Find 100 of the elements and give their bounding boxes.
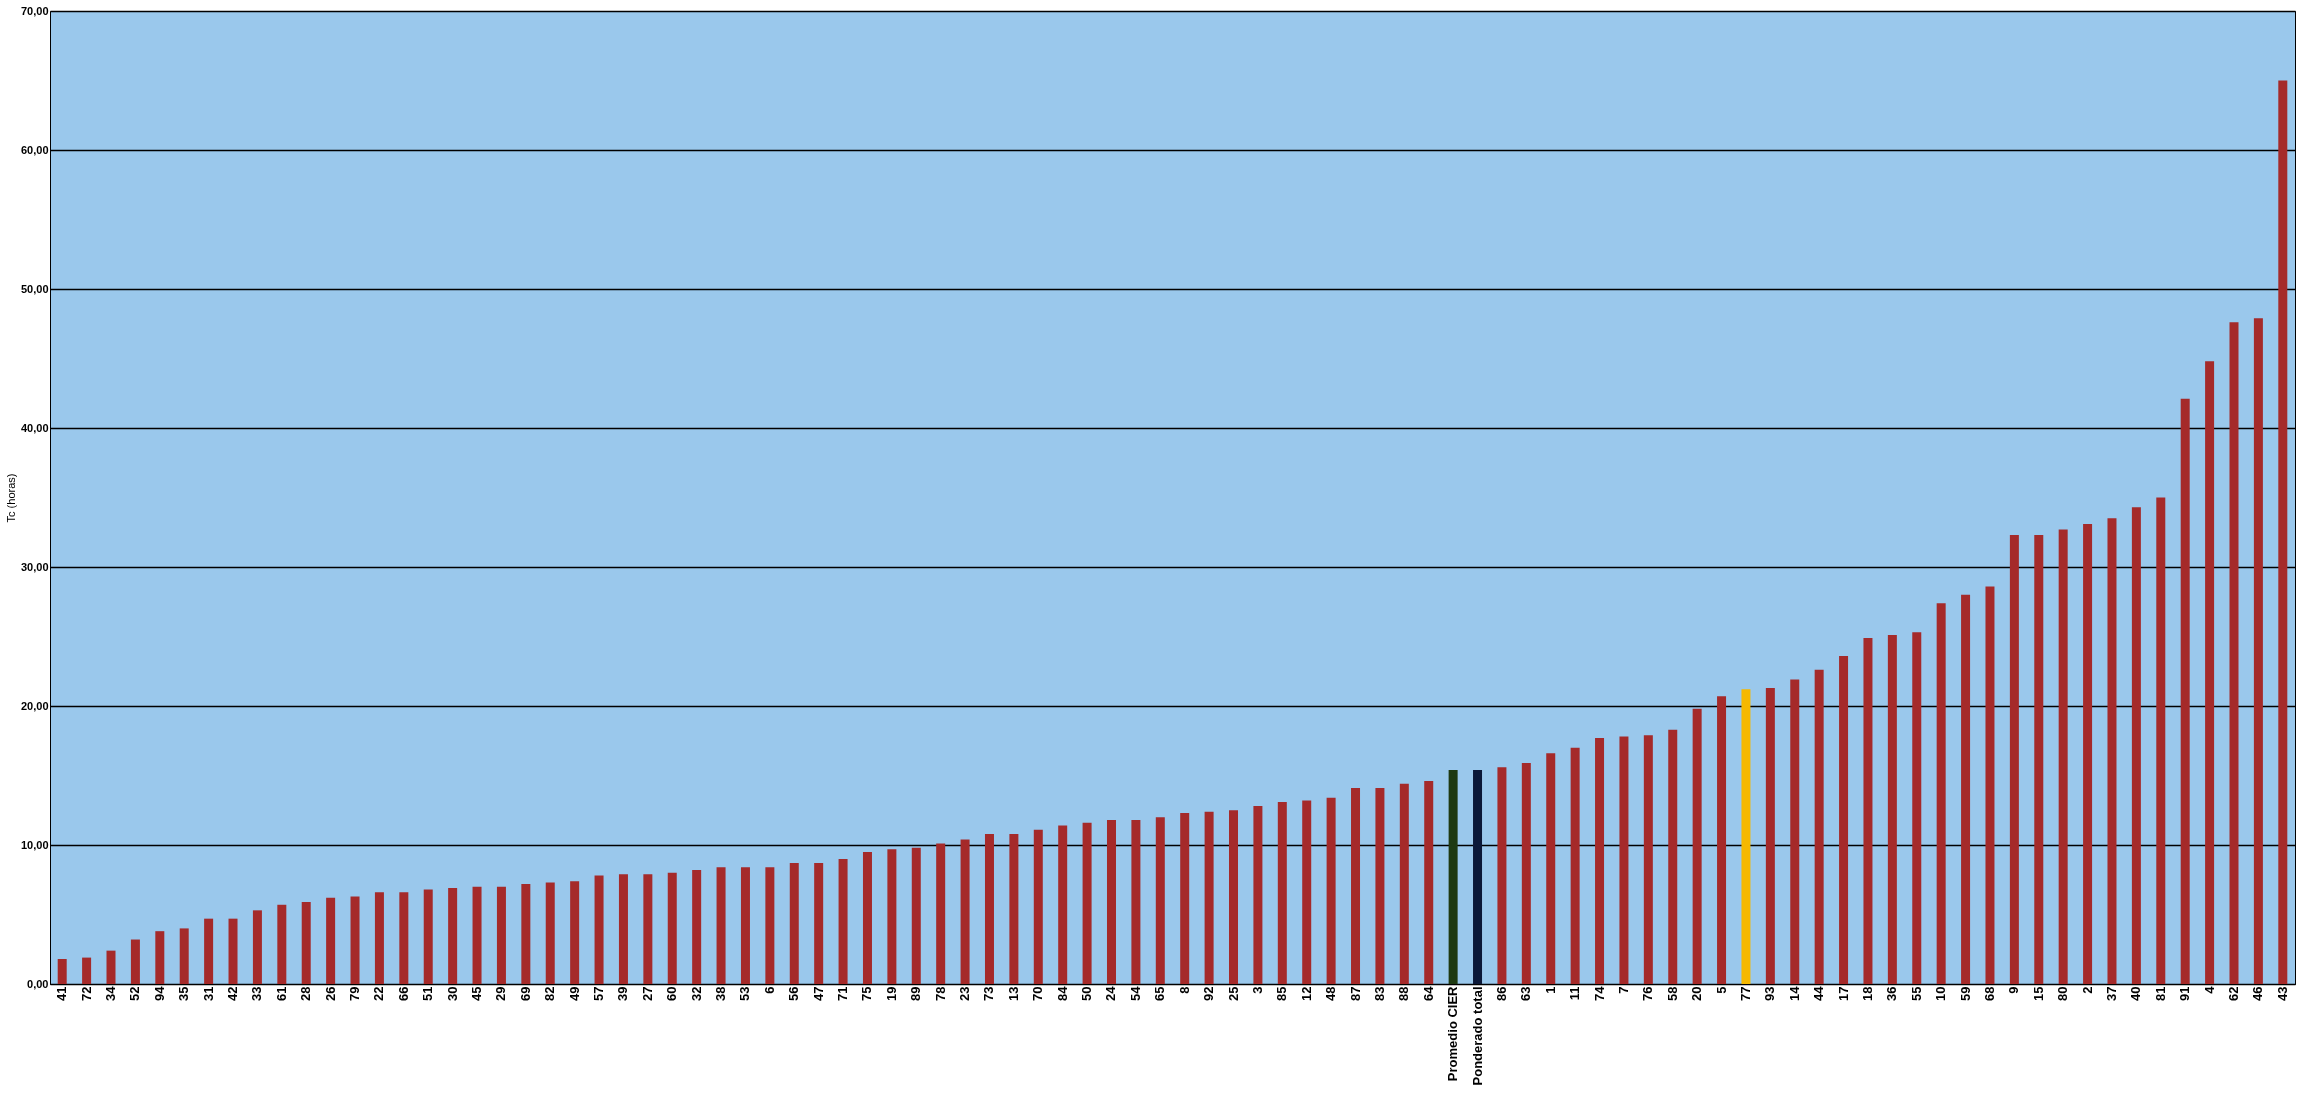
bar <box>448 888 458 984</box>
x-tick-label: 17 <box>1835 986 1851 1001</box>
bar <box>1424 781 1434 984</box>
bar <box>2058 529 2068 984</box>
bar <box>1009 833 1019 984</box>
x-tick-label: 55 <box>1908 986 1924 1001</box>
bar <box>594 875 604 984</box>
bar <box>1229 810 1239 984</box>
x-tick-label: 60 <box>664 986 680 1001</box>
y-tick-label: 40,00 <box>20 421 49 434</box>
x-tick-label: 61 <box>273 986 289 1001</box>
x-tick-label: 7 <box>1615 986 1631 994</box>
bar <box>1326 797 1336 984</box>
x-tick-label: 91 <box>2177 986 2193 1001</box>
y-tick-label: 60,00 <box>20 143 49 156</box>
y-tick-label: 0,00 <box>27 977 49 990</box>
bar <box>1887 635 1897 984</box>
x-tick-label: 89 <box>908 986 924 1001</box>
bar <box>838 858 848 984</box>
x-tick-label: 27 <box>639 986 655 1001</box>
x-tick-label: 19 <box>883 986 899 1001</box>
bar <box>228 918 238 984</box>
x-tick-label: 25 <box>1225 986 1241 1001</box>
bar <box>2009 535 2019 984</box>
bar <box>1155 817 1165 984</box>
x-tick-label: 86 <box>1493 986 1509 1001</box>
x-tick-label: 51 <box>420 986 436 1001</box>
x-tick-label: 66 <box>395 986 411 1001</box>
x-tick-label: 93 <box>1762 986 1778 1001</box>
x-tick-label: 4 <box>2201 985 2217 994</box>
bar <box>789 863 799 984</box>
bar <box>2131 507 2141 984</box>
bar <box>570 881 580 984</box>
x-tick-label: 5 <box>1713 986 1729 994</box>
x-tick-label: 56 <box>786 986 802 1001</box>
bar <box>130 939 140 984</box>
x-tick-label: 39 <box>615 986 631 1001</box>
x-tick-label: 71 <box>835 986 851 1001</box>
x-tick-label: 23 <box>957 986 973 1001</box>
x-tick-label: 52 <box>127 986 143 1001</box>
x-tick-label: 11 <box>1567 986 1583 1001</box>
bar <box>423 889 433 984</box>
x-tick-label: 36 <box>1884 986 1900 1001</box>
bar <box>1765 687 1775 984</box>
bar <box>301 901 311 984</box>
x-tick-label: 79 <box>347 986 363 1001</box>
bar <box>1253 806 1263 984</box>
y-tick-label: 30,00 <box>20 560 49 573</box>
bar <box>1082 822 1092 984</box>
bar <box>2034 535 2044 984</box>
x-tick-label: 30 <box>444 986 460 1001</box>
bar <box>2107 518 2117 984</box>
x-tick-label: 75 <box>859 986 875 1001</box>
x-tick-label: 74 <box>1591 985 1607 1001</box>
bar <box>1985 586 1995 984</box>
bar <box>1546 753 1556 984</box>
x-tick-label: 14 <box>1786 985 1802 1001</box>
bar <box>496 886 506 984</box>
bar <box>2156 497 2166 984</box>
bar <box>1936 603 1946 984</box>
x-tick-label: 68 <box>1981 986 1997 1001</box>
bar <box>155 931 165 984</box>
x-tick-label: 65 <box>1152 986 1168 1001</box>
bar <box>1033 829 1043 984</box>
bar <box>350 896 360 984</box>
x-tick-label: 59 <box>1957 986 1973 1001</box>
x-tick-label: 32 <box>688 986 704 1001</box>
bar <box>1741 689 1751 984</box>
x-tick-label: Promedio CIER <box>1445 985 1461 1082</box>
x-tick-label: 1 <box>1542 986 1558 994</box>
x-tick-label: 49 <box>566 986 582 1001</box>
bar <box>1643 735 1653 984</box>
x-tick-label: 24 <box>1103 985 1119 1001</box>
bar <box>57 958 67 984</box>
x-tick-label: 20 <box>1689 986 1705 1001</box>
bar <box>1058 825 1068 984</box>
x-tick-label: 46 <box>2250 986 2266 1001</box>
bar <box>911 847 921 984</box>
bar <box>1473 769 1483 984</box>
bar <box>1204 811 1214 984</box>
bar <box>179 928 189 984</box>
bar <box>1497 767 1507 984</box>
bar <box>1106 819 1116 984</box>
x-tick-label: 82 <box>542 986 558 1001</box>
x-tick-label: 92 <box>1201 986 1217 1001</box>
x-tick-label: 38 <box>713 986 729 1001</box>
x-tick-label: 84 <box>1054 985 1070 1001</box>
bar <box>1839 655 1849 984</box>
x-tick-label: 26 <box>322 986 338 1001</box>
x-tick-label: 9 <box>2006 986 2022 994</box>
x-tick-label: 22 <box>371 986 387 1001</box>
bar <box>1448 769 1458 984</box>
x-tick-label: 2 <box>2079 986 2095 994</box>
x-tick-label: 73 <box>981 986 997 1001</box>
x-tick-label: 28 <box>298 986 314 1001</box>
bar <box>1863 637 1873 984</box>
y-axis-title: Tc (horas) <box>4 473 17 523</box>
bar <box>1521 762 1531 984</box>
bar <box>1717 696 1727 984</box>
bar <box>1351 788 1361 984</box>
